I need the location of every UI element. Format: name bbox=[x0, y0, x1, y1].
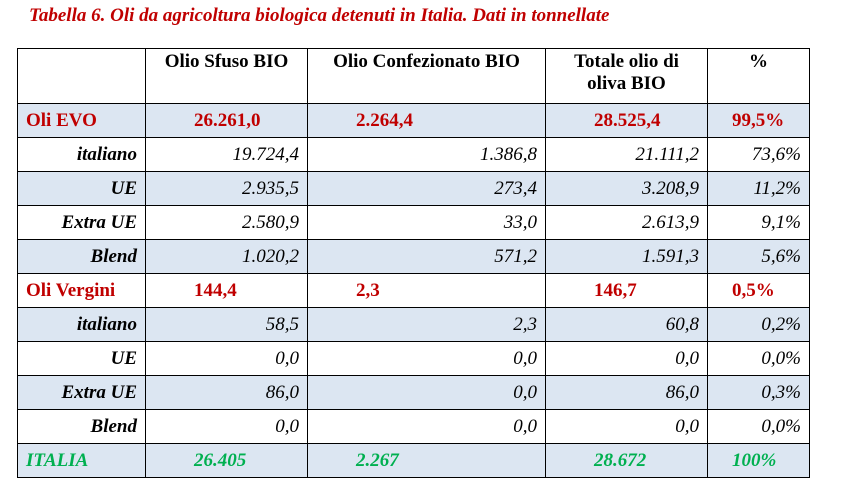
cell-confezionato: 0,0 bbox=[307, 375, 546, 410]
cell-confezionato: 33,0 bbox=[307, 205, 546, 240]
table-row: Extra UE 2.580,9 33,0 2.613,9 9,1% bbox=[17, 205, 810, 240]
row-label: italiano bbox=[17, 137, 146, 172]
cell-sfuso: 26.261,0 bbox=[145, 103, 308, 138]
cell-confezionato: 0,0 bbox=[307, 341, 546, 376]
cell-confezionato: 0,0 bbox=[307, 409, 546, 444]
cell-totale: 2.613,9 bbox=[545, 205, 708, 240]
cell-confezionato: 2,3 bbox=[307, 307, 546, 342]
cell-sfuso: 144,4 bbox=[145, 273, 308, 308]
cell-percent: 0,3% bbox=[707, 375, 810, 410]
cell-sfuso: 0,0 bbox=[145, 409, 308, 444]
cell-totale: 0,0 bbox=[545, 341, 708, 376]
cell-percent: 11,2% bbox=[707, 171, 810, 206]
cell-percent: 73,6% bbox=[707, 137, 810, 172]
cell-sfuso: 26.405 bbox=[145, 443, 308, 478]
cell-confezionato: 273,4 bbox=[307, 171, 546, 206]
row-label: Blend bbox=[17, 409, 146, 444]
cell-sfuso: 1.020,2 bbox=[145, 239, 308, 274]
header-sfuso: Olio Sfuso BIO bbox=[145, 48, 308, 104]
row-label: italiano bbox=[17, 307, 146, 342]
cell-confezionato: 571,2 bbox=[307, 239, 546, 274]
row-label: UE bbox=[17, 341, 146, 376]
table-row: Blend 0,0 0,0 0,0 0,0% bbox=[17, 409, 810, 444]
header-confezionato: Olio Confezionato BIO bbox=[307, 48, 546, 104]
cell-sfuso: 2.580,9 bbox=[145, 205, 308, 240]
row-label: Blend bbox=[17, 239, 146, 274]
cell-confezionato: 2,3 bbox=[307, 273, 546, 308]
cell-sfuso: 2.935,5 bbox=[145, 171, 308, 206]
cell-totale: 28.525,4 bbox=[545, 103, 708, 138]
cell-sfuso: 19.724,4 bbox=[145, 137, 308, 172]
cell-percent: 0,0% bbox=[707, 341, 810, 376]
row-label: Oli Vergini bbox=[17, 273, 146, 308]
cell-totale: 146,7 bbox=[545, 273, 708, 308]
table-row: UE 2.935,5 273,4 3.208,9 11,2% bbox=[17, 171, 810, 206]
cell-totale: 28.672 bbox=[545, 443, 708, 478]
header-percent: % bbox=[707, 48, 810, 104]
cell-percent: 99,5% bbox=[707, 103, 810, 138]
cell-sfuso: 86,0 bbox=[145, 375, 308, 410]
cell-totale: 60,8 bbox=[545, 307, 708, 342]
cell-totale: 3.208,9 bbox=[545, 171, 708, 206]
cell-percent: 5,6% bbox=[707, 239, 810, 274]
cell-confezionato: 2.264,4 bbox=[307, 103, 546, 138]
table-caption: Tabella 6. Oli da agricoltura biologica … bbox=[29, 5, 610, 26]
table-row: Blend 1.020,2 571,2 1.591,3 5,6% bbox=[17, 239, 810, 274]
row-label: Extra UE bbox=[17, 375, 146, 410]
olive-oil-table: Olio Sfuso BIO Olio Confezionato BIO Tot… bbox=[17, 48, 810, 478]
cell-sfuso: 58,5 bbox=[145, 307, 308, 342]
row-label: UE bbox=[17, 171, 146, 206]
cell-totale: 1.591,3 bbox=[545, 239, 708, 274]
total-row: ITALIA 26.405 2.267 28.672 100% bbox=[17, 443, 810, 478]
table-row: Extra UE 86,0 0,0 86,0 0,3% bbox=[17, 375, 810, 410]
table-row: italiano 58,5 2,3 60,8 0,2% bbox=[17, 307, 810, 342]
row-label: ITALIA bbox=[17, 443, 146, 478]
cell-percent: 9,1% bbox=[707, 205, 810, 240]
header-corner bbox=[17, 48, 146, 104]
cell-confezionato: 1.386,8 bbox=[307, 137, 546, 172]
table-row: Oli Vergini 144,4 2,3 146,7 0,5% bbox=[17, 273, 810, 308]
cell-totale: 86,0 bbox=[545, 375, 708, 410]
cell-totale: 21.111,2 bbox=[545, 137, 708, 172]
cell-totale: 0,0 bbox=[545, 409, 708, 444]
cell-percent: 0,0% bbox=[707, 409, 810, 444]
table-row: Oli EVO 26.261,0 2.264,4 28.525,4 99,5% bbox=[17, 103, 810, 138]
table-row: UE 0,0 0,0 0,0 0,0% bbox=[17, 341, 810, 376]
cell-confezionato: 2.267 bbox=[307, 443, 546, 478]
cell-percent: 100% bbox=[707, 443, 810, 478]
row-label: Oli EVO bbox=[17, 103, 146, 138]
header-totale: Totale olio di oliva BIO bbox=[545, 48, 708, 104]
cell-sfuso: 0,0 bbox=[145, 341, 308, 376]
table-row: italiano 19.724,4 1.386,8 21.111,2 73,6% bbox=[17, 137, 810, 172]
header-row: Olio Sfuso BIO Olio Confezionato BIO Tot… bbox=[17, 48, 810, 104]
cell-percent: 0,2% bbox=[707, 307, 810, 342]
row-label: Extra UE bbox=[17, 205, 146, 240]
cell-percent: 0,5% bbox=[707, 273, 810, 308]
